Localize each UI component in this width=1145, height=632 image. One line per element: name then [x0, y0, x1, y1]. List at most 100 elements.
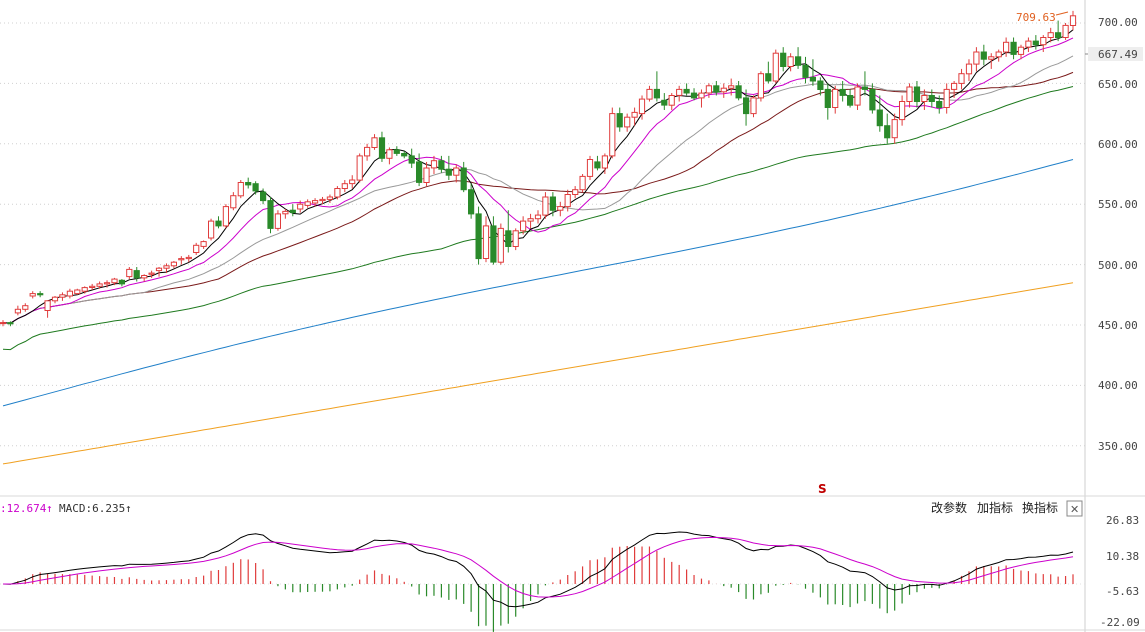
- candle-body: [490, 225, 497, 263]
- candle-body: [527, 218, 534, 222]
- candle-body: [282, 210, 289, 215]
- candle-body: [408, 155, 415, 164]
- candle-body: [1047, 32, 1054, 39]
- candle-body: [312, 200, 319, 204]
- candle-body: [445, 168, 452, 176]
- candle-body: [557, 206, 564, 211]
- candle-body: [66, 290, 74, 297]
- candle-body: [1055, 32, 1062, 39]
- high-marker-arrow: [1055, 11, 1069, 16]
- candle-body: [341, 183, 348, 189]
- candle-body: [861, 86, 868, 90]
- price-axis: 700.00 650.00 600.00 550.00 500.00 450.0…: [1098, 16, 1138, 453]
- ma20-line: [2, 55, 1074, 324]
- price-tick: 650.00: [1098, 78, 1138, 91]
- candle-body: [1025, 40, 1032, 48]
- candle-body: [1010, 41, 1017, 55]
- candle-body: [832, 88, 839, 109]
- candle-body: [750, 97, 757, 115]
- candle-body: [757, 73, 764, 99]
- candle-body: [44, 300, 51, 311]
- candle-body: [839, 88, 846, 96]
- close-icon[interactable]: ✕: [1070, 503, 1079, 516]
- candle-body: [802, 64, 809, 78]
- candle-body: [817, 80, 824, 90]
- ma10-line: [2, 37, 1074, 324]
- candle-body: [193, 244, 200, 254]
- candle-body: [809, 76, 816, 82]
- candle-body: [1062, 24, 1069, 38]
- candle-body: [274, 213, 281, 229]
- candle-body: [475, 213, 482, 260]
- candle-body: [616, 113, 623, 128]
- candle-body: [260, 191, 267, 202]
- candle-body: [698, 92, 705, 99]
- candle-body: [995, 51, 1002, 58]
- candle-body: [215, 220, 222, 227]
- candle-body: [534, 214, 542, 220]
- candle-body: [854, 86, 861, 106]
- candle-body: [676, 88, 683, 96]
- candle-body: [482, 225, 490, 259]
- candle-body: [906, 86, 913, 102]
- candle-body: [267, 200, 274, 229]
- candle-body: [936, 101, 943, 108]
- change-params-button[interactable]: 改参数: [931, 500, 967, 515]
- candle-body: [252, 183, 259, 192]
- price-tick: 600.00: [1098, 138, 1138, 151]
- candle-body: [980, 51, 987, 60]
- candle-body: [51, 296, 59, 302]
- candle-body: [222, 206, 230, 227]
- candle-body: [126, 268, 133, 278]
- candle-body: [7, 322, 14, 325]
- candle-body: [713, 85, 720, 93]
- candle-body: [690, 92, 698, 99]
- price-tick: 700.00: [1098, 16, 1138, 29]
- candle-body: [163, 265, 170, 269]
- candle-body: [884, 125, 891, 139]
- candle-body: [683, 88, 690, 94]
- candle-body: [638, 98, 646, 115]
- candle-body: [564, 194, 571, 208]
- dea-up-arrow: ↑: [46, 502, 53, 515]
- candle-body: [401, 153, 408, 157]
- switch-indicator-button[interactable]: 换指标: [1022, 500, 1058, 515]
- candle-body: [1003, 41, 1010, 53]
- candle-body: [378, 137, 386, 159]
- candle-body: [586, 159, 594, 177]
- candle-body: [891, 119, 898, 139]
- candle-body: [951, 82, 958, 90]
- candle-body: [386, 149, 393, 159]
- candle-body: [549, 196, 556, 211]
- candle-body: [780, 52, 787, 68]
- candle-body: [965, 63, 973, 75]
- close-button[interactable]: [1066, 500, 1083, 517]
- price-tick: 500.00: [1098, 259, 1138, 272]
- candle-body: [497, 227, 504, 263]
- macd-value: MACD:6.235: [59, 502, 125, 515]
- candle-body: [988, 56, 995, 60]
- candle-body: [824, 88, 831, 109]
- candle-body: [371, 137, 378, 149]
- candle-body: [661, 99, 668, 106]
- candle-body: [297, 203, 304, 210]
- add-indicator-button[interactable]: 加指标: [977, 500, 1013, 515]
- candle-body: [185, 256, 192, 260]
- candle-body: [118, 279, 126, 285]
- candle-body: [520, 220, 527, 232]
- candle-body: [22, 305, 29, 310]
- dea-line: [3, 536, 1074, 598]
- signal-marker: S: [818, 482, 827, 496]
- current-price-box: [1088, 47, 1143, 61]
- candle-body: [743, 97, 750, 115]
- candle-body: [230, 195, 237, 209]
- candle-body: [653, 88, 660, 99]
- macd-panel: [0, 531, 1085, 632]
- current-price-label: 667.49: [1098, 48, 1138, 61]
- candle-body: [668, 95, 675, 106]
- price-tick: 400.00: [1098, 379, 1138, 392]
- candle-body: [505, 230, 512, 248]
- candle-body: [29, 293, 36, 297]
